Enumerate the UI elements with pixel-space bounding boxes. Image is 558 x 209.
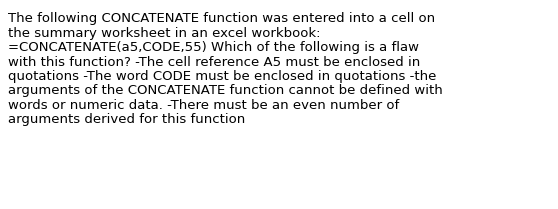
Text: arguments of the CONCATENATE function cannot be defined with: arguments of the CONCATENATE function ca… <box>8 84 442 98</box>
Text: =CONCATENATE(a5,CODE,55) Which of the following is a flaw: =CONCATENATE(a5,CODE,55) Which of the fo… <box>8 41 419 54</box>
Text: The following CONCATENATE function was entered into a cell on: The following CONCATENATE function was e… <box>8 12 435 25</box>
Text: quotations -The word CODE must be enclosed in quotations -the: quotations -The word CODE must be enclos… <box>8 70 436 83</box>
Text: arguments derived for this function: arguments derived for this function <box>8 113 246 126</box>
Text: the summary worksheet in an excel workbook:: the summary worksheet in an excel workbo… <box>8 27 320 40</box>
Text: with this function? -The cell reference A5 must be enclosed in: with this function? -The cell reference … <box>8 56 420 69</box>
Text: words or numeric data. -There must be an even number of: words or numeric data. -There must be an… <box>8 99 400 112</box>
